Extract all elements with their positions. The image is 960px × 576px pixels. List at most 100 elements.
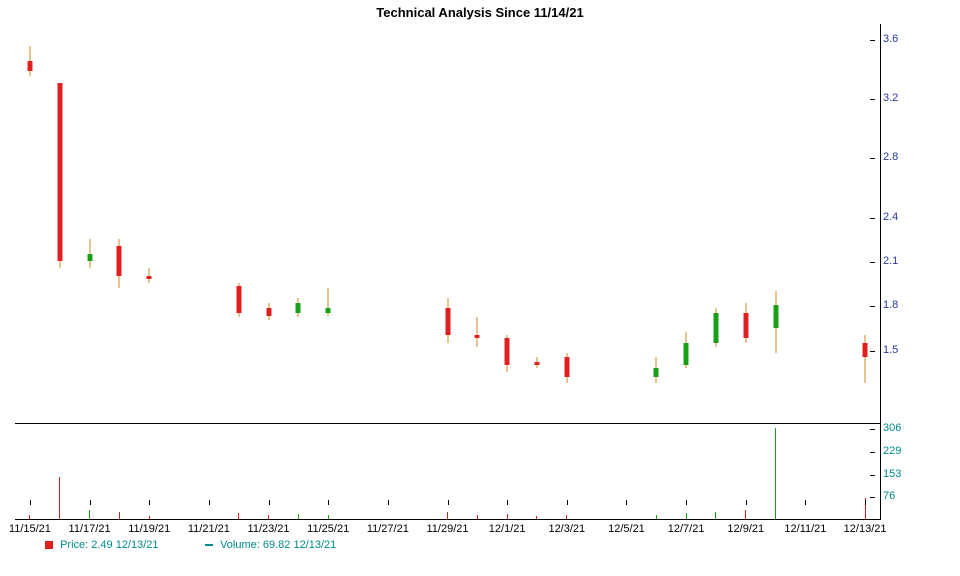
volume-legend-marker — [205, 544, 213, 546]
candle-body — [296, 303, 301, 313]
x-tick — [149, 500, 150, 505]
volume-bar — [298, 514, 299, 519]
candle-body — [57, 83, 62, 261]
x-tick — [269, 500, 270, 505]
x-tick — [865, 500, 866, 505]
x-tick — [567, 500, 568, 505]
x-axis-label: 11/29/21 — [426, 523, 468, 535]
volume-bar — [447, 512, 448, 519]
price-tick — [870, 351, 875, 352]
volume-bar — [656, 515, 657, 519]
candle-body — [27, 61, 32, 71]
price-panel — [15, 24, 880, 424]
x-axis-label: 12/7/21 — [668, 523, 705, 535]
candle-body — [147, 276, 152, 279]
candle-body — [117, 246, 122, 276]
price-legend-label: Price: 2.49 12/13/21 — [60, 539, 158, 551]
volume-bar — [238, 513, 239, 519]
x-tick — [388, 500, 389, 505]
candle — [86, 24, 94, 424]
candle-body — [445, 308, 450, 335]
price-tick — [870, 262, 875, 263]
candle — [563, 24, 571, 424]
volume-tick — [870, 475, 875, 476]
x-axis-label: 11/23/21 — [248, 523, 290, 535]
legend-price: Price: 2.49 12/13/21 — [45, 539, 159, 551]
plot-area — [15, 24, 881, 520]
x-axis-label: 11/15/21 — [9, 523, 51, 535]
price-tick — [870, 218, 875, 219]
x-tick — [448, 500, 449, 505]
volume-bar — [536, 516, 537, 519]
x-axis-label: 11/21/21 — [188, 523, 230, 535]
candle — [56, 24, 64, 424]
x-tick — [30, 500, 31, 505]
price-tick — [870, 40, 875, 41]
volume-bar — [686, 513, 687, 519]
volume-axis-label: 229 — [883, 445, 901, 457]
x-axis-label: 12/5/21 — [608, 523, 645, 535]
volume-bar — [89, 510, 90, 519]
x-tick — [209, 500, 210, 505]
candle-body — [684, 343, 689, 365]
x-tick — [328, 500, 329, 505]
volume-bar — [507, 514, 508, 519]
x-axis-label: 12/3/21 — [548, 523, 585, 535]
candle — [145, 24, 153, 424]
price-axis-label: 3.6 — [883, 33, 898, 45]
x-axis-label: 12/13/21 — [844, 523, 887, 535]
price-axis-label: 1.5 — [883, 344, 898, 356]
candle-body — [743, 313, 748, 338]
x-tick — [805, 500, 806, 505]
x-axis-label: 11/25/21 — [307, 523, 349, 535]
candle-body — [236, 286, 241, 313]
volume-bar — [775, 428, 776, 519]
candle — [533, 24, 541, 424]
candle-wick — [477, 317, 478, 347]
x-axis-label: 11/27/21 — [367, 523, 409, 535]
volume-axis-label: 76 — [883, 490, 895, 502]
candle — [742, 24, 750, 424]
candle — [115, 24, 123, 424]
volume-legend-label: Volume: 69.82 12/13/21 — [220, 539, 336, 551]
candle-body — [773, 305, 778, 327]
candle — [265, 24, 273, 424]
chart-title: Technical Analysis Since 11/14/21 — [5, 5, 955, 20]
volume-bar — [715, 512, 716, 519]
candle — [503, 24, 511, 424]
x-tick — [507, 500, 508, 505]
volume-bar — [119, 512, 120, 519]
candle-body — [266, 308, 271, 315]
price-axis-label: 1.8 — [883, 299, 898, 311]
legend-volume: Volume: 69.82 12/13/21 — [205, 539, 336, 551]
price-axis-label: 2.4 — [883, 211, 898, 223]
volume-tick — [870, 497, 875, 498]
price-tick — [870, 99, 875, 100]
price-tick — [870, 158, 875, 159]
candle — [772, 24, 780, 424]
volume-bar — [745, 510, 746, 519]
volume-bar — [268, 515, 269, 519]
candle — [294, 24, 302, 424]
volume-axis-label: 153 — [883, 468, 901, 480]
candle-body — [654, 368, 659, 377]
x-axis-label: 12/9/21 — [727, 523, 764, 535]
candle — [324, 24, 332, 424]
price-legend-marker — [45, 541, 53, 549]
x-tick — [90, 500, 91, 505]
x-axis-label: 11/19/21 — [128, 523, 170, 535]
candle — [712, 24, 720, 424]
x-axis-label: 12/11/21 — [784, 523, 826, 535]
volume-bar — [328, 515, 329, 519]
candle-body — [505, 338, 510, 365]
volume-bar — [477, 515, 478, 519]
candle-body — [475, 335, 480, 338]
candle — [682, 24, 690, 424]
candle-body — [713, 313, 718, 343]
chart-container: Technical Analysis Since 11/14/21 3.63.2… — [5, 5, 955, 571]
price-tick — [870, 306, 875, 307]
candle — [473, 24, 481, 424]
x-tick — [746, 500, 747, 505]
candle — [235, 24, 243, 424]
volume-bar — [59, 477, 60, 519]
